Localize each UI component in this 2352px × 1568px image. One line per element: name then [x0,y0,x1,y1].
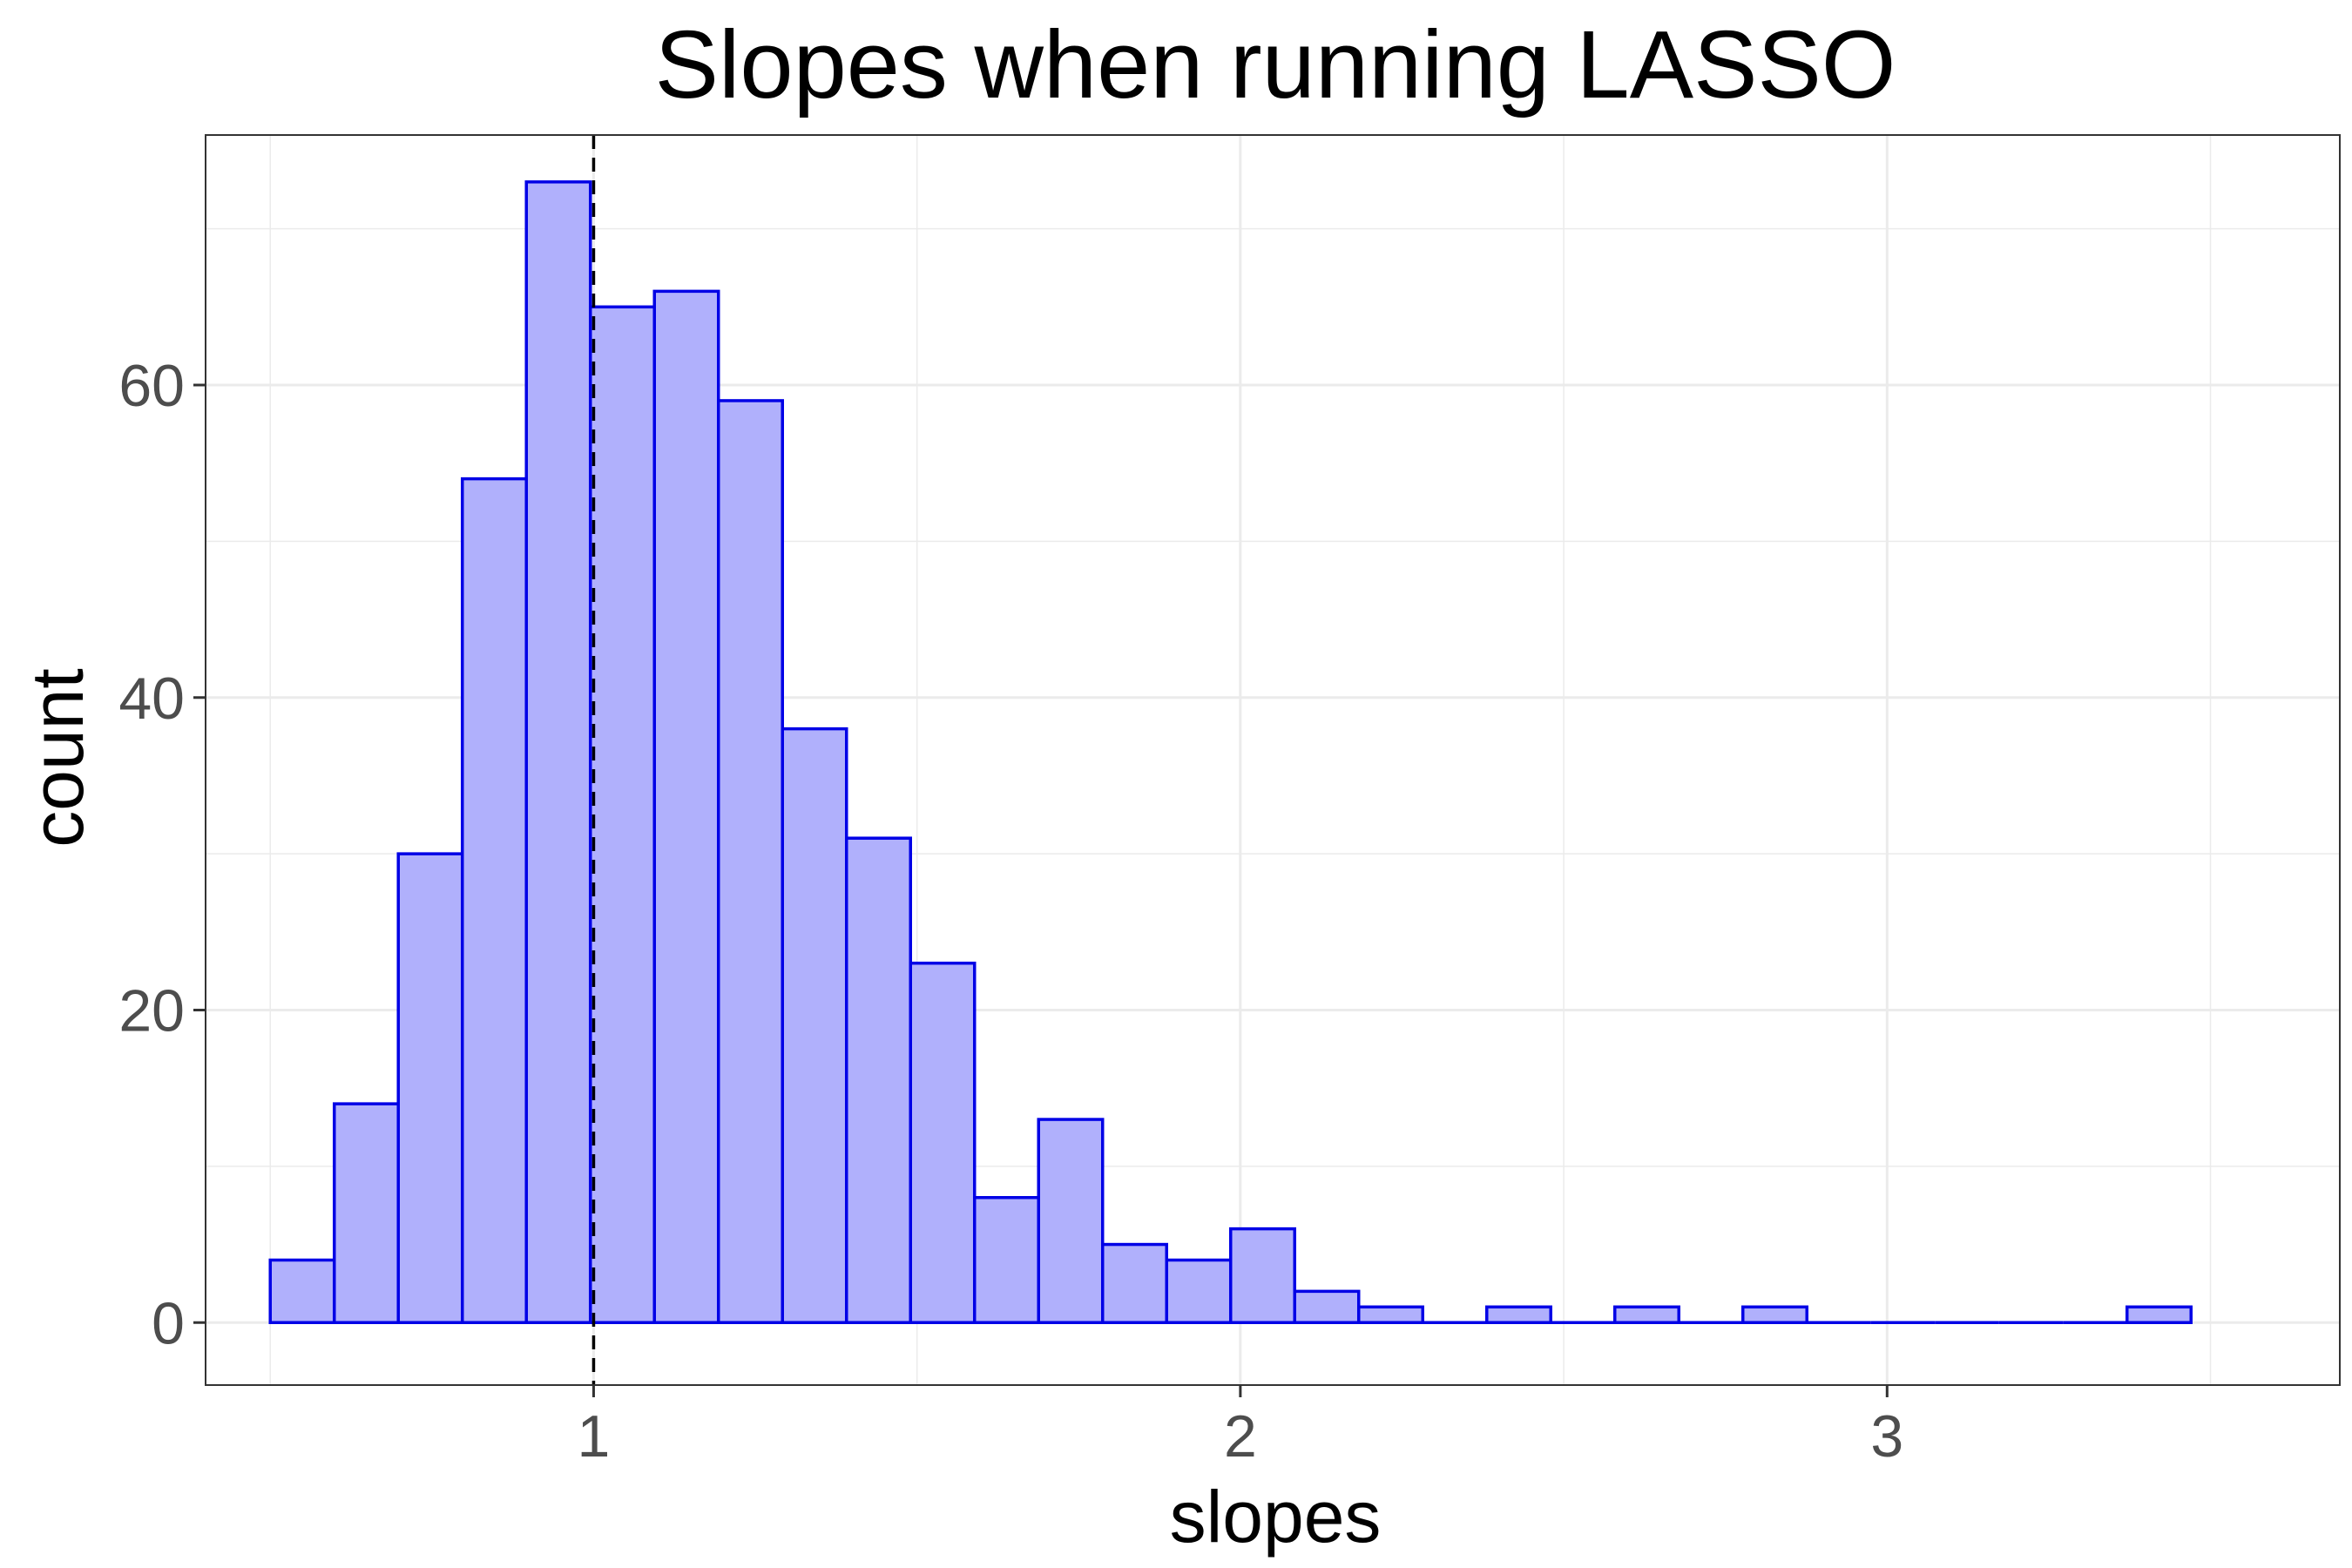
histogram-bar [1293,1289,1361,1324]
chart-title: Slopes when running LASSO [655,11,1896,118]
histogram-bar [1228,1227,1296,1324]
histogram-bar [460,476,528,1324]
histogram-bar [909,961,977,1324]
histogram-bar [588,305,656,1324]
y-tick-label: 0 [152,1290,185,1356]
histogram-bar [1165,1258,1233,1324]
x-tick-label: 2 [1224,1403,1257,1470]
histogram-bar [1356,1305,1424,1324]
histogram-bars [268,180,2193,1324]
x-tick-label: 3 [1870,1403,1903,1470]
histogram-bar [524,180,592,1324]
axis-ticks [193,383,1889,1397]
y-axis-title: count [17,668,98,848]
histogram-bar [1740,1305,1808,1324]
histogram-bar [268,1258,336,1324]
y-tick-label: 40 [118,666,185,732]
histogram-bar [844,836,912,1324]
histogram-bar [1100,1242,1168,1324]
histogram-bar [1037,1118,1105,1324]
histogram-bar [2125,1305,2193,1324]
histogram-bar [652,289,720,1324]
axis-tick-labels: 1 2 3 0 20 40 60 [118,353,1903,1470]
panel-border [205,134,2341,1386]
histogram-bar [972,1196,1040,1324]
x-axis-title: slopes [1170,1476,1382,1558]
y-tick-label: 20 [118,978,185,1044]
y-tick-label: 60 [118,353,185,419]
x-tick-label: 1 [578,1403,611,1470]
histogram-bar [332,1102,400,1324]
histogram-bar [396,852,464,1324]
histogram-bar [716,399,784,1324]
histogram-bar [1484,1305,1552,1324]
histogram-bar [781,727,848,1324]
histogram-bar [1612,1305,1680,1324]
